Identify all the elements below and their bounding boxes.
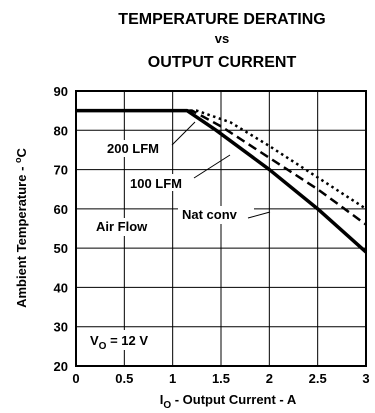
y-tick-label: 40 bbox=[54, 280, 68, 295]
x-tick-label: 3 bbox=[362, 371, 369, 386]
x-tick-label: 2.5 bbox=[309, 371, 327, 386]
y-axis-label: Ambient Temperature - oC bbox=[13, 147, 29, 307]
y-tick-label: 90 bbox=[54, 84, 68, 99]
y-tick-label: 80 bbox=[54, 123, 68, 138]
y-tick-label: 30 bbox=[54, 320, 68, 335]
x-tick-label: 1 bbox=[169, 371, 176, 386]
annotation-nat-conv: Nat conv bbox=[182, 207, 238, 222]
x-tick-label: 1.5 bbox=[212, 371, 230, 386]
label-bg-100lfm bbox=[126, 174, 194, 191]
chart-title-line-3: OUTPUT CURRENT bbox=[148, 54, 297, 71]
degree-symbol: o bbox=[13, 157, 23, 163]
tick-labels: 0 0.5 1 1.5 2 2.5 3 20 30 40 50 60 70 80 90 bbox=[54, 84, 370, 386]
plot-frame bbox=[75, 90, 367, 367]
y-axis-label-text: Ambient Temperature - bbox=[14, 163, 29, 308]
y-tick-label: 50 bbox=[54, 241, 68, 256]
vo-rest: = 12 V bbox=[106, 333, 148, 348]
x-axis-label: IO - Output Current - A bbox=[160, 392, 297, 411]
label-bg-200lfm bbox=[102, 140, 172, 157]
y-tick-label: 60 bbox=[54, 202, 68, 217]
vo-sub: O bbox=[99, 341, 107, 352]
label-bg-vo bbox=[85, 330, 157, 350]
leader-100-lfm bbox=[193, 154, 231, 179]
x-axis-label-prefix: I bbox=[160, 392, 164, 407]
series-line-100-lfm bbox=[76, 109, 367, 226]
vo-prefix: V bbox=[90, 333, 99, 348]
chart-title-line-2: vs bbox=[215, 31, 229, 46]
leader-200-lfm bbox=[171, 121, 196, 146]
series-layer bbox=[76, 108, 368, 254]
annotation-vo: VO = 12 V bbox=[90, 333, 148, 352]
grid-lines bbox=[75, 90, 367, 367]
x-tick-label: 0.5 bbox=[115, 371, 133, 386]
label-bg-natconv bbox=[178, 206, 254, 224]
leader-nat-conv bbox=[247, 211, 271, 219]
label-bg-airflow bbox=[92, 218, 158, 236]
x-tick-label: 2 bbox=[266, 371, 273, 386]
y-tick-label: 70 bbox=[54, 163, 68, 178]
annotation-100-lfm: 100 LFM bbox=[130, 176, 182, 191]
x-tick-label: 0 bbox=[72, 371, 79, 386]
y-tick-label: 20 bbox=[54, 359, 68, 374]
y-axis-label-unit: C bbox=[14, 147, 29, 157]
x-axis-label-rest: - Output Current - A bbox=[171, 392, 297, 407]
chart-title-line-1: TEMPERATURE DERATING bbox=[118, 11, 325, 28]
annotation-200-lfm: 200 LFM bbox=[107, 141, 159, 156]
annotation-air-flow: Air Flow bbox=[96, 219, 148, 234]
x-axis-label-sub: O bbox=[163, 400, 171, 411]
